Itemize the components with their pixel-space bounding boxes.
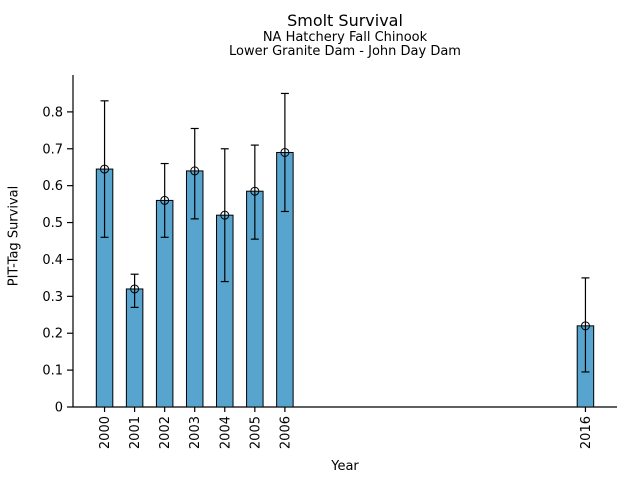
chart-subtitle-1: NA Hatchery Fall Chinook (262, 30, 428, 45)
x-tick-label: 2006 (278, 416, 293, 449)
marker-2003 (190, 166, 200, 176)
y-tick-label: 0.1 (42, 364, 63, 379)
chart-title: Smolt Survival (287, 11, 403, 30)
marker-2006 (280, 147, 290, 157)
y-tick-label: 0.4 (42, 253, 63, 268)
y-tick-label: 0.5 (42, 216, 63, 231)
y-axis-label: PIT-Tag Survival (6, 185, 22, 287)
marker-2016 (580, 321, 590, 331)
x-tick-label: 2000 (98, 416, 113, 449)
y-tick-label: 0 (55, 401, 63, 416)
x-tick-label: 2004 (218, 416, 233, 449)
marker-2002 (160, 195, 170, 205)
x-tick-label: 2005 (248, 416, 263, 449)
y-tick-label: 0.3 (42, 290, 63, 305)
x-tick-label: 2001 (128, 416, 143, 449)
title-block: Smolt Survival NA Hatchery Fall Chinook … (73, 11, 617, 59)
marker-2004 (220, 210, 230, 220)
x-tick-label: 2002 (158, 416, 173, 449)
marker-2001 (130, 284, 140, 294)
y-tick-label: 0.8 (42, 105, 63, 120)
chart-subtitle-2: Lower Granite Dam - John Day Dam (229, 44, 461, 59)
y-tick-label: 0.2 (42, 327, 63, 342)
x-tick-label: 2003 (188, 416, 203, 449)
marker-2000 (100, 164, 110, 174)
y-tick-label: 0.6 (42, 179, 63, 194)
x-tick-label: 2016 (579, 416, 594, 449)
x-axis-label: Year (331, 459, 359, 474)
y-tick-label: 0.7 (42, 142, 63, 157)
marker-2005 (250, 186, 260, 196)
